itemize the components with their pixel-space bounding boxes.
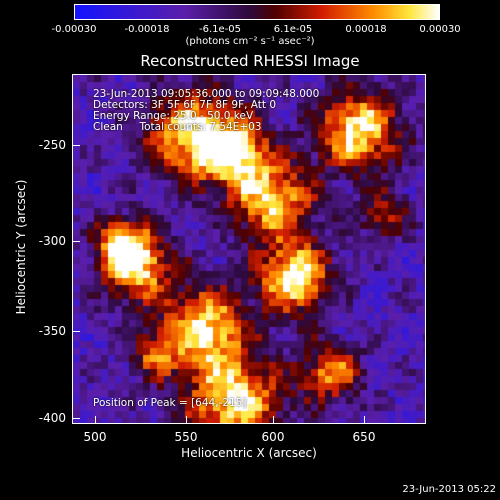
x-tick	[364, 416, 365, 424]
y-tick	[72, 418, 80, 419]
x-tick-label: 600	[261, 430, 285, 444]
y-tick	[72, 241, 80, 242]
annotation-peak: Position of Peak = [644,-215]	[93, 397, 247, 409]
y-tick-label: -300	[38, 234, 66, 248]
annotation-time: 23-Jun-2013 09:05:36.000 to 09:09:48.000	[93, 88, 320, 100]
annotation-counts: Clean Total counts: 7.54E+03	[93, 121, 262, 133]
y-axis-label: Heliocentric Y (arcsec)	[14, 179, 28, 315]
colorbar-tick: 6.1e-05	[273, 24, 313, 35]
colorbar-tick: -0.00018	[124, 24, 170, 35]
image-plot: 23-Jun-2013 09:05:36.000 to 09:09:48.000…	[72, 74, 426, 424]
x-tick	[273, 416, 274, 424]
colorbar-tick: 0.00030	[419, 24, 461, 35]
colorbar-tick: -0.00030	[51, 24, 97, 35]
x-tick	[95, 416, 96, 424]
y-tick-label: -400	[38, 411, 66, 425]
colorbar-units: (photons cm⁻² s⁻¹ asec⁻²)	[185, 36, 315, 47]
y-tick-label: -350	[38, 324, 66, 338]
annotation-detectors: Detectors: 3F 5F 6F 7F 8F 9F, Att 0	[93, 99, 277, 111]
x-tick	[186, 416, 187, 424]
y-tick-label: -250	[38, 138, 66, 152]
x-axis-label: Heliocentric X (arcsec)	[181, 446, 317, 460]
x-tick-label: 650	[352, 430, 376, 444]
x-tick-label: 550	[174, 430, 198, 444]
x-tick-label: 500	[83, 430, 107, 444]
y-tick	[72, 145, 80, 146]
plot-title: Reconstructed RHESSI Image	[140, 52, 360, 70]
colorbar-tick: 0.00018	[345, 24, 387, 35]
colorbar	[74, 4, 440, 20]
heatmap-image	[73, 75, 425, 423]
colorbar-tick: -6.1e-05	[199, 24, 241, 35]
timestamp: 23-Jun-2013 05:22	[402, 484, 496, 495]
y-tick	[72, 331, 80, 332]
annotation-energy: Energy Range: 25.0 - 50.0 keV	[93, 110, 254, 122]
